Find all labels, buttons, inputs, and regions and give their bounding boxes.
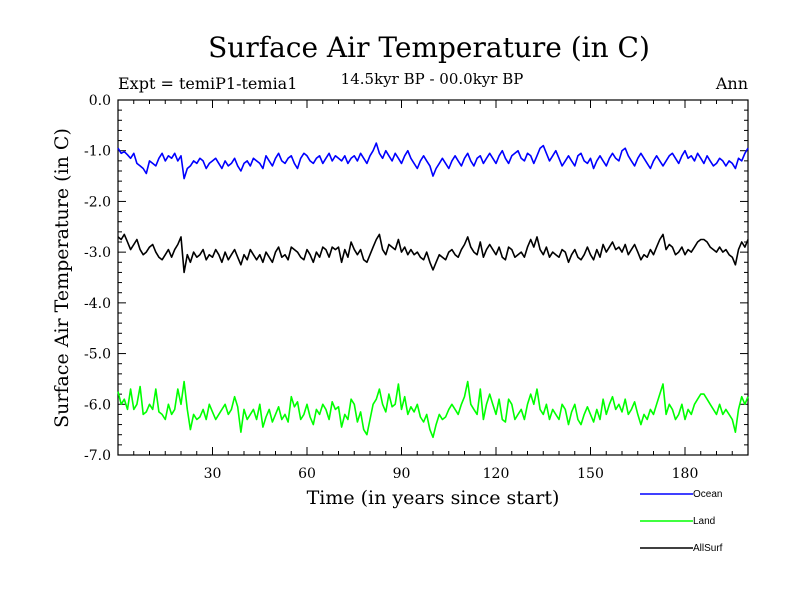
x-tick-label: 30 [204,466,222,482]
y-tick-label: -3.0 [84,245,111,261]
series-lines [117,142,749,439]
y-tick-label: -4.0 [84,296,111,312]
chart-subtitle: 14.5kyr BP - 00.0kyr BP [341,70,524,88]
x-tick-label: 180 [672,466,699,482]
x-tick-label: 60 [298,466,316,482]
y-tick-label: 0.0 [89,93,111,109]
season-label: Ann [715,74,748,93]
series-line-land [117,380,749,439]
y-tick-label: -6.0 [84,397,111,413]
y-axis-label: Surface Air Temperature (in C) [51,128,73,428]
x-tick-label: 120 [483,466,510,482]
y-tick-label: -1.0 [84,144,111,160]
x-axis-label: Time (in years since start) [307,487,560,509]
series-line-allsurf [117,233,749,274]
y-tick-label: -5.0 [84,347,111,363]
legend-label-land: Land [693,516,715,527]
chart-title: Surface Air Temperature (in C) [208,31,650,64]
legend: Ocean Land AllSurf [640,489,723,554]
x-tick-label: 90 [393,466,411,482]
y-tick-label: -7.0 [84,448,111,464]
x-axis: 30 60 90 120 150 180 [133,100,733,482]
plot-area-frame [117,99,749,456]
legend-label-allsurf: AllSurf [693,543,723,554]
y-tick-label: -2.0 [84,194,111,210]
legend-label-ocean: Ocean [693,489,722,500]
series-line-ocean [117,142,749,180]
experiment-label: Expt = temiP1-temia1 [118,74,297,93]
y-axis: 0.0 -1.0 -2.0 -3.0 -4.0 -5.0 -6.0 -7.0 [84,93,748,464]
x-tick-label: 150 [577,466,604,482]
